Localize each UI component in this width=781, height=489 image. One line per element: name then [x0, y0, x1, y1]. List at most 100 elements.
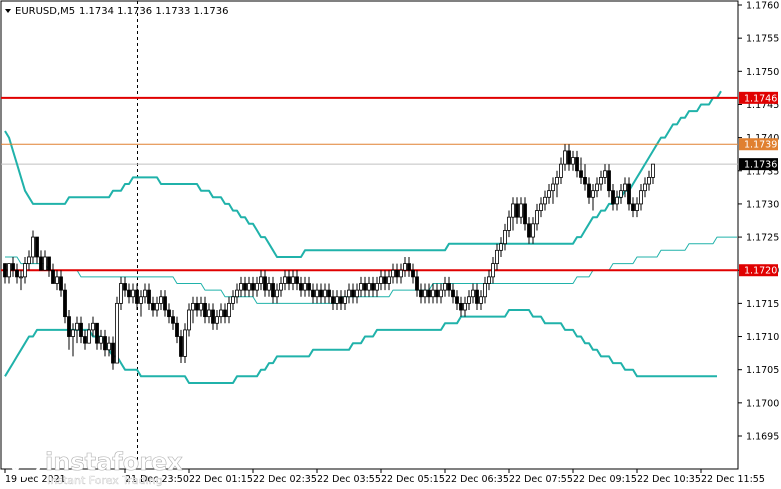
candle-body — [51, 269, 55, 284]
candle-body — [315, 289, 319, 298]
middle-band-line — [5, 236, 737, 304]
candle-body — [27, 256, 31, 265]
candle-body — [495, 249, 499, 264]
candle-body — [335, 296, 339, 304]
candle-body — [135, 289, 139, 304]
candle-body — [99, 336, 103, 344]
candle-body — [595, 183, 599, 192]
candle-body — [127, 289, 131, 298]
candle-body — [519, 203, 523, 218]
y-tick-label: 1.1715 — [746, 299, 779, 310]
candle-body — [35, 236, 39, 258]
candle-body — [367, 283, 371, 291]
candle-body — [163, 296, 167, 311]
ohlc-readout: 1.1734 1.1736 1.1733 1.1736 — [79, 6, 229, 17]
grid — [1, 1, 738, 469]
y-tick-label: 1.1750 — [746, 67, 779, 78]
candle-body — [11, 263, 15, 271]
candle-body — [579, 170, 583, 178]
x-tick-label: 21 Dec 23:50 — [125, 474, 189, 485]
candle-body — [375, 283, 379, 291]
x-tick-label: 22 Dec 06:35 — [445, 474, 509, 485]
candle-body — [243, 283, 247, 291]
candle-body — [603, 170, 607, 178]
candle-body — [231, 296, 235, 304]
dropdown-triangle-icon[interactable] — [5, 9, 11, 13]
y-tick-label: 1.1710 — [746, 332, 779, 343]
candle-body — [55, 276, 59, 284]
candle-body — [635, 203, 639, 211]
candle-body — [523, 203, 527, 225]
candle-body — [539, 203, 543, 211]
candle-body — [567, 150, 571, 165]
upper-band-line — [4, 90, 722, 258]
y-tick-label: 1.1730 — [746, 199, 779, 210]
candle-body — [555, 176, 559, 185]
candle-body — [171, 316, 175, 324]
candle-body — [499, 243, 503, 251]
candle-body — [187, 309, 191, 331]
candle-body — [47, 256, 51, 271]
level-price-label: 1.1739 — [744, 140, 777, 151]
x-tick-label: 22 Dec 10:35 — [637, 474, 701, 485]
candle-body — [319, 289, 323, 298]
candle-body — [131, 289, 135, 298]
candle-body — [359, 283, 363, 291]
candle-body — [283, 276, 287, 284]
candle-body — [139, 296, 143, 304]
candle-body — [199, 302, 203, 311]
candle-body — [491, 263, 495, 278]
candle-body — [591, 190, 595, 198]
candle-body — [179, 336, 183, 357]
candle-body — [535, 210, 539, 225]
candle-body — [651, 163, 655, 178]
time-axis: 19 Dec 2021 21 Dec 23:50 22 Dec 01:15 22 De… — [4, 469, 765, 485]
candle-body — [435, 289, 439, 298]
y-tick-label: 1.1755 — [746, 34, 779, 45]
candle-body — [459, 302, 463, 311]
candle-body — [219, 309, 223, 318]
x-tick-label: 19 Dec 2021 — [5, 474, 66, 485]
candle-body — [483, 283, 487, 298]
candle-body — [143, 289, 147, 298]
candle-body — [471, 289, 475, 298]
y-tick-label: 1.1745 — [746, 100, 779, 111]
candle-body — [511, 203, 515, 218]
y-tick-label: 1.1735 — [746, 166, 779, 177]
price-axis: 1.17601.17551.17501.17451.17401.17351.17… — [738, 1, 779, 443]
candle-body — [611, 190, 615, 205]
candle-body — [475, 289, 479, 304]
candle-body — [23, 263, 27, 278]
lower-band-line — [4, 309, 717, 384]
candle-body — [647, 176, 651, 185]
candles — [3, 144, 655, 370]
candle-body — [547, 190, 551, 198]
candle-body — [123, 283, 127, 291]
candle-body — [211, 309, 215, 324]
candle-body — [631, 203, 635, 211]
x-tick-label: 22 Dec 02:35 — [253, 474, 317, 485]
candle-body — [267, 283, 271, 291]
level-price-tag — [739, 91, 778, 104]
candle-body — [543, 196, 547, 205]
candle-body — [419, 289, 423, 298]
candle-body — [279, 283, 283, 291]
candle-body — [387, 276, 391, 284]
candle-body — [227, 302, 231, 318]
candle-body — [399, 269, 403, 278]
candle-body — [379, 276, 383, 284]
candle-body — [307, 283, 311, 291]
candle-body — [67, 316, 71, 337]
candle-body — [207, 309, 211, 318]
candle-body — [103, 336, 107, 351]
candle-body — [455, 296, 459, 304]
candle-body — [311, 289, 315, 298]
candle-body — [423, 289, 427, 298]
candle-body — [583, 176, 587, 185]
candle-body — [87, 329, 91, 344]
candle-body — [407, 263, 411, 271]
candle-body — [415, 276, 419, 291]
level-price-label: 1.1720 — [744, 266, 777, 277]
